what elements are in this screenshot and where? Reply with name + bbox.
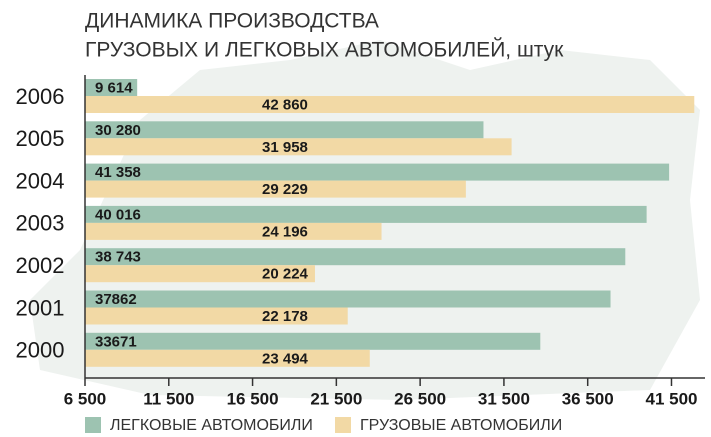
y-tick-label: 2003	[16, 211, 65, 236]
x-tick-label: 36 500	[562, 389, 614, 408]
bar	[85, 222, 382, 240]
chart-title: ДИНАМИКА ПРОИЗВОДСТВА	[85, 10, 379, 33]
x-tick-label: 26 500	[394, 389, 446, 408]
value-label: 31 958	[262, 139, 308, 156]
value-label: 20 224	[262, 266, 309, 283]
bar	[85, 180, 466, 198]
legend-label: ГРУЗОВЫЕ АВТОМОБИЛИ	[360, 417, 562, 434]
value-label: 23 494	[262, 350, 309, 367]
y-tick-label: 2000	[16, 338, 65, 363]
value-label: 24 196	[262, 223, 308, 240]
value-label: 30 280	[95, 122, 141, 139]
value-label: 42 860	[262, 96, 308, 113]
value-label: 38 743	[95, 249, 141, 266]
y-tick-label: 2005	[16, 126, 65, 151]
x-tick-label: 6 500	[64, 389, 107, 408]
value-label: 37862	[95, 291, 137, 308]
y-tick-label: 2002	[16, 253, 65, 278]
x-tick-label: 41 500	[645, 389, 697, 408]
y-tick-label: 2001	[16, 295, 65, 320]
legend-label: ЛЕГКОВЫЕ АВТОМОБИЛИ	[110, 417, 313, 434]
bar	[85, 349, 370, 367]
bar	[85, 265, 315, 283]
legend-swatch	[335, 417, 351, 433]
x-tick-label: 16 500	[227, 389, 279, 408]
x-tick-label: 31 500	[478, 389, 530, 408]
bar	[85, 332, 541, 350]
bar	[85, 79, 138, 96]
bar	[85, 248, 626, 266]
x-tick-label: 11 500	[143, 389, 194, 408]
bar	[85, 163, 670, 181]
bar	[85, 138, 512, 156]
legend-swatch	[85, 417, 101, 433]
value-label: 41 358	[95, 164, 141, 181]
chart-title: ГРУЗОВЫХ И ЛЕГКОВЫХ АВТОМОБИЛЕЙ, штук	[85, 38, 564, 62]
value-label: 33671	[95, 333, 137, 350]
x-tick-label: 21 500	[310, 389, 362, 408]
value-label: 29 229	[262, 181, 308, 198]
bar	[85, 307, 348, 325]
bar	[85, 205, 647, 223]
bar	[85, 96, 695, 113]
value-label: 22 178	[262, 308, 308, 325]
value-label: 40 016	[95, 206, 141, 223]
bar	[85, 121, 484, 139]
y-tick-label: 2006	[16, 84, 65, 109]
y-tick-label: 2004	[16, 168, 65, 193]
bar	[85, 290, 611, 308]
value-label: 9 614	[95, 79, 133, 96]
